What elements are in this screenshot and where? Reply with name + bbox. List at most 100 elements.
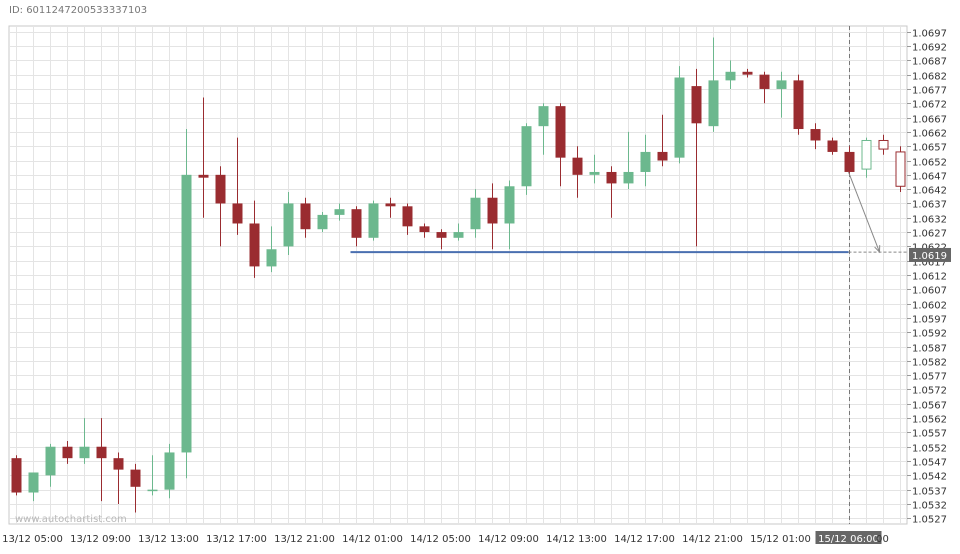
candle — [640, 134, 651, 187]
candle — [657, 114, 668, 167]
y-tick-label: 1.0677 — [912, 86, 947, 97]
candle-body — [538, 106, 549, 127]
y-tick-label: 1.0537 — [912, 487, 947, 498]
candle-body — [79, 446, 90, 459]
candle-body — [759, 74, 770, 89]
candle — [742, 68, 753, 78]
candle — [130, 463, 141, 513]
candle — [232, 137, 243, 235]
y-tick-label: 1.0567 — [912, 401, 947, 412]
candle-body — [436, 232, 447, 238]
candle — [555, 103, 566, 187]
candle-body — [589, 171, 600, 175]
chart-id-label: ID: 6011247200533337103 — [9, 5, 147, 16]
current-price-label: 1.0619 — [912, 251, 947, 262]
candle — [351, 206, 362, 247]
candle — [487, 183, 498, 250]
x-tick-label: 15/12 01:00 — [750, 534, 811, 545]
y-tick-label: 1.0607 — [912, 286, 947, 297]
candle-body — [776, 80, 787, 89]
forecast-arrow-line — [848, 171, 880, 253]
candle — [249, 200, 260, 278]
candle-body — [487, 197, 498, 224]
candle-body — [844, 151, 855, 172]
candle — [793, 74, 804, 135]
candle-body — [334, 209, 345, 215]
y-tick-label: 1.0697 — [912, 29, 947, 40]
candle — [606, 166, 617, 218]
y-tick-label: 1.0637 — [912, 200, 947, 211]
candle-body — [742, 71, 753, 75]
candle-body — [521, 126, 532, 187]
candle — [317, 212, 328, 233]
x-tick-label: 13/12 05:00 — [2, 534, 63, 545]
candle-body — [793, 80, 804, 130]
y-tick-label: 1.0557 — [912, 429, 947, 440]
candle-body — [453, 232, 464, 238]
y-tick-label: 1.0582 — [912, 358, 947, 369]
y-tick-label: 1.0687 — [912, 57, 947, 68]
candle — [300, 197, 311, 238]
candle-body — [130, 469, 141, 487]
candle — [215, 166, 226, 247]
candle-body — [385, 203, 396, 207]
candle-body — [113, 458, 124, 470]
candle — [538, 103, 549, 155]
x-tick-label: 14/12 17:00 — [614, 534, 675, 545]
candle — [368, 200, 379, 241]
y-tick-label: 1.0592 — [912, 329, 947, 340]
candle — [878, 134, 889, 155]
candle-body — [419, 226, 430, 233]
candle-body — [368, 203, 379, 238]
candle — [810, 123, 821, 150]
candle — [827, 137, 838, 155]
candle-body — [810, 129, 821, 141]
candle — [589, 154, 600, 184]
x-tick-label: 13/12 13:00 — [138, 534, 199, 545]
y-tick-label: 1.0597 — [912, 315, 947, 326]
candle — [164, 443, 175, 499]
candle-body — [402, 206, 413, 227]
candle — [691, 68, 702, 247]
candle-body — [572, 157, 583, 175]
candle — [623, 131, 634, 190]
candle — [113, 452, 124, 504]
x-label-highlight-box — [815, 531, 882, 544]
candle — [79, 418, 90, 464]
candle — [759, 71, 770, 104]
candle-body — [606, 171, 617, 184]
candle-body — [164, 452, 175, 490]
candle-body-projected — [878, 139, 889, 150]
candle — [674, 66, 685, 164]
candle — [266, 226, 277, 273]
candle — [419, 223, 430, 238]
candle-body — [827, 140, 838, 152]
candle-body — [11, 458, 22, 493]
y-tick-label: 1.0577 — [912, 372, 947, 383]
candle-body — [45, 446, 56, 476]
candle-body — [504, 186, 515, 224]
candle — [844, 146, 855, 175]
candle — [470, 189, 481, 238]
y-tick-label: 1.0652 — [912, 158, 947, 169]
candle — [283, 192, 294, 255]
x-tick-label-current: 15/12 06:00 — [818, 534, 879, 545]
x-tick-label: 14/12 09:00 — [478, 534, 539, 545]
x-tick-label: 00 — [876, 534, 889, 545]
candle — [504, 180, 515, 250]
candle-body-projected — [895, 151, 906, 187]
y-tick-label: 1.0562 — [912, 415, 947, 426]
candle-body — [708, 80, 719, 127]
candle-body — [283, 203, 294, 247]
candle — [895, 146, 906, 192]
candle-body — [147, 489, 158, 492]
y-tick-label: 1.0667 — [912, 115, 947, 126]
y-tick-label: 1.0672 — [912, 100, 947, 111]
x-tick-label: 14/12 05:00 — [410, 534, 471, 545]
candle — [62, 441, 73, 464]
y-tick-label: 1.0552 — [912, 444, 947, 455]
y-tick-label: 1.0627 — [912, 229, 947, 240]
y-tick-label: 1.0542 — [912, 472, 947, 483]
candle-body — [691, 86, 702, 124]
